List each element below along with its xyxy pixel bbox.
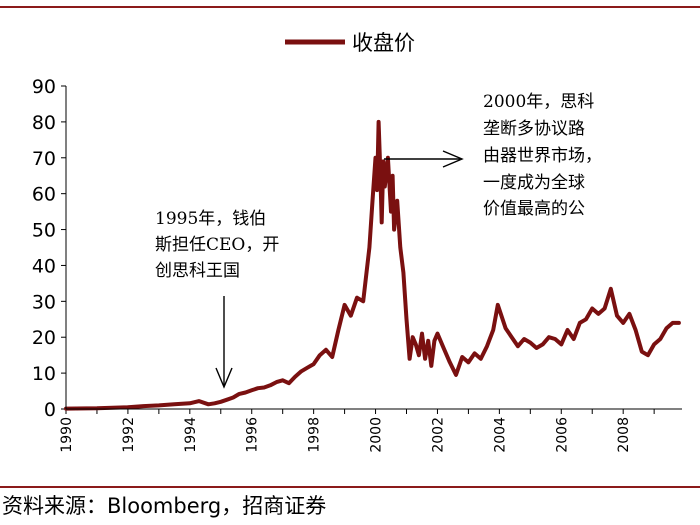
annotation-1995-arrow-head	[215, 367, 233, 389]
y-tick-label: 70	[32, 148, 56, 170]
x-tick-label: 1990	[59, 417, 75, 453]
y-tick-label: 30	[32, 291, 56, 313]
x-tick-label: 2000	[369, 417, 385, 453]
y-tick-label: 0	[44, 399, 56, 421]
series-line-closing-price	[64, 119, 681, 411]
annotation-2000-line-5: 价值最高的公	[483, 199, 585, 219]
y-tick-label: 90	[32, 76, 56, 98]
annotation-2000-line-3: 由器世界市场，	[483, 146, 602, 166]
x-tick-label: 2004	[492, 417, 508, 453]
x-tick-label: 1998	[307, 417, 323, 453]
x-tick-label: 2006	[554, 417, 570, 453]
legend-label: 收盘价	[352, 31, 415, 55]
annotation-1995-line-1: 1995年，钱伯	[155, 209, 266, 229]
source-note: 资料来源：Bloomberg，招商证券	[2, 494, 326, 518]
legend: 收盘价	[285, 31, 415, 55]
y-tick-label: 80	[32, 112, 56, 134]
x-tick-label: 1996	[245, 417, 261, 453]
x-tick-label: 2008	[616, 417, 632, 453]
y-tick-label: 20	[32, 327, 56, 349]
x-tick-label: 1992	[121, 417, 137, 453]
y-tick-label: 60	[32, 184, 56, 206]
y-axis-ticks: 0 10 20 30 40 50 60 70 80 90	[32, 76, 66, 421]
x-tick-label: 1994	[183, 417, 199, 453]
y-tick-label: 40	[32, 255, 56, 277]
annotation-2000-arrow-head	[442, 150, 464, 168]
annotation-1995: 1995年，钱伯 斯担任CEO，开 创思科王国	[155, 209, 279, 389]
x-tick-label: 2002	[430, 417, 446, 453]
annotation-2000: 2000年，思科 垄断多协议路 由器世界市场， 一度成为全球 价值最高的公	[384, 92, 602, 219]
annotation-2000-line-2: 垄断多协议路	[483, 119, 585, 139]
annotation-2000-line-4: 一度成为全球	[483, 173, 585, 193]
x-axis-ticks: 1990 1992 1994 1996 1998 2000 2002 2004 2006 2008	[59, 409, 655, 453]
y-tick-label: 50	[32, 220, 56, 242]
y-tick-label: 10	[32, 363, 56, 385]
annotation-1995-line-2: 斯担任CEO，开	[155, 235, 279, 255]
annotation-1995-line-3: 创思科王国	[155, 261, 240, 281]
annotation-2000-line-1: 2000年，思科	[483, 92, 594, 112]
